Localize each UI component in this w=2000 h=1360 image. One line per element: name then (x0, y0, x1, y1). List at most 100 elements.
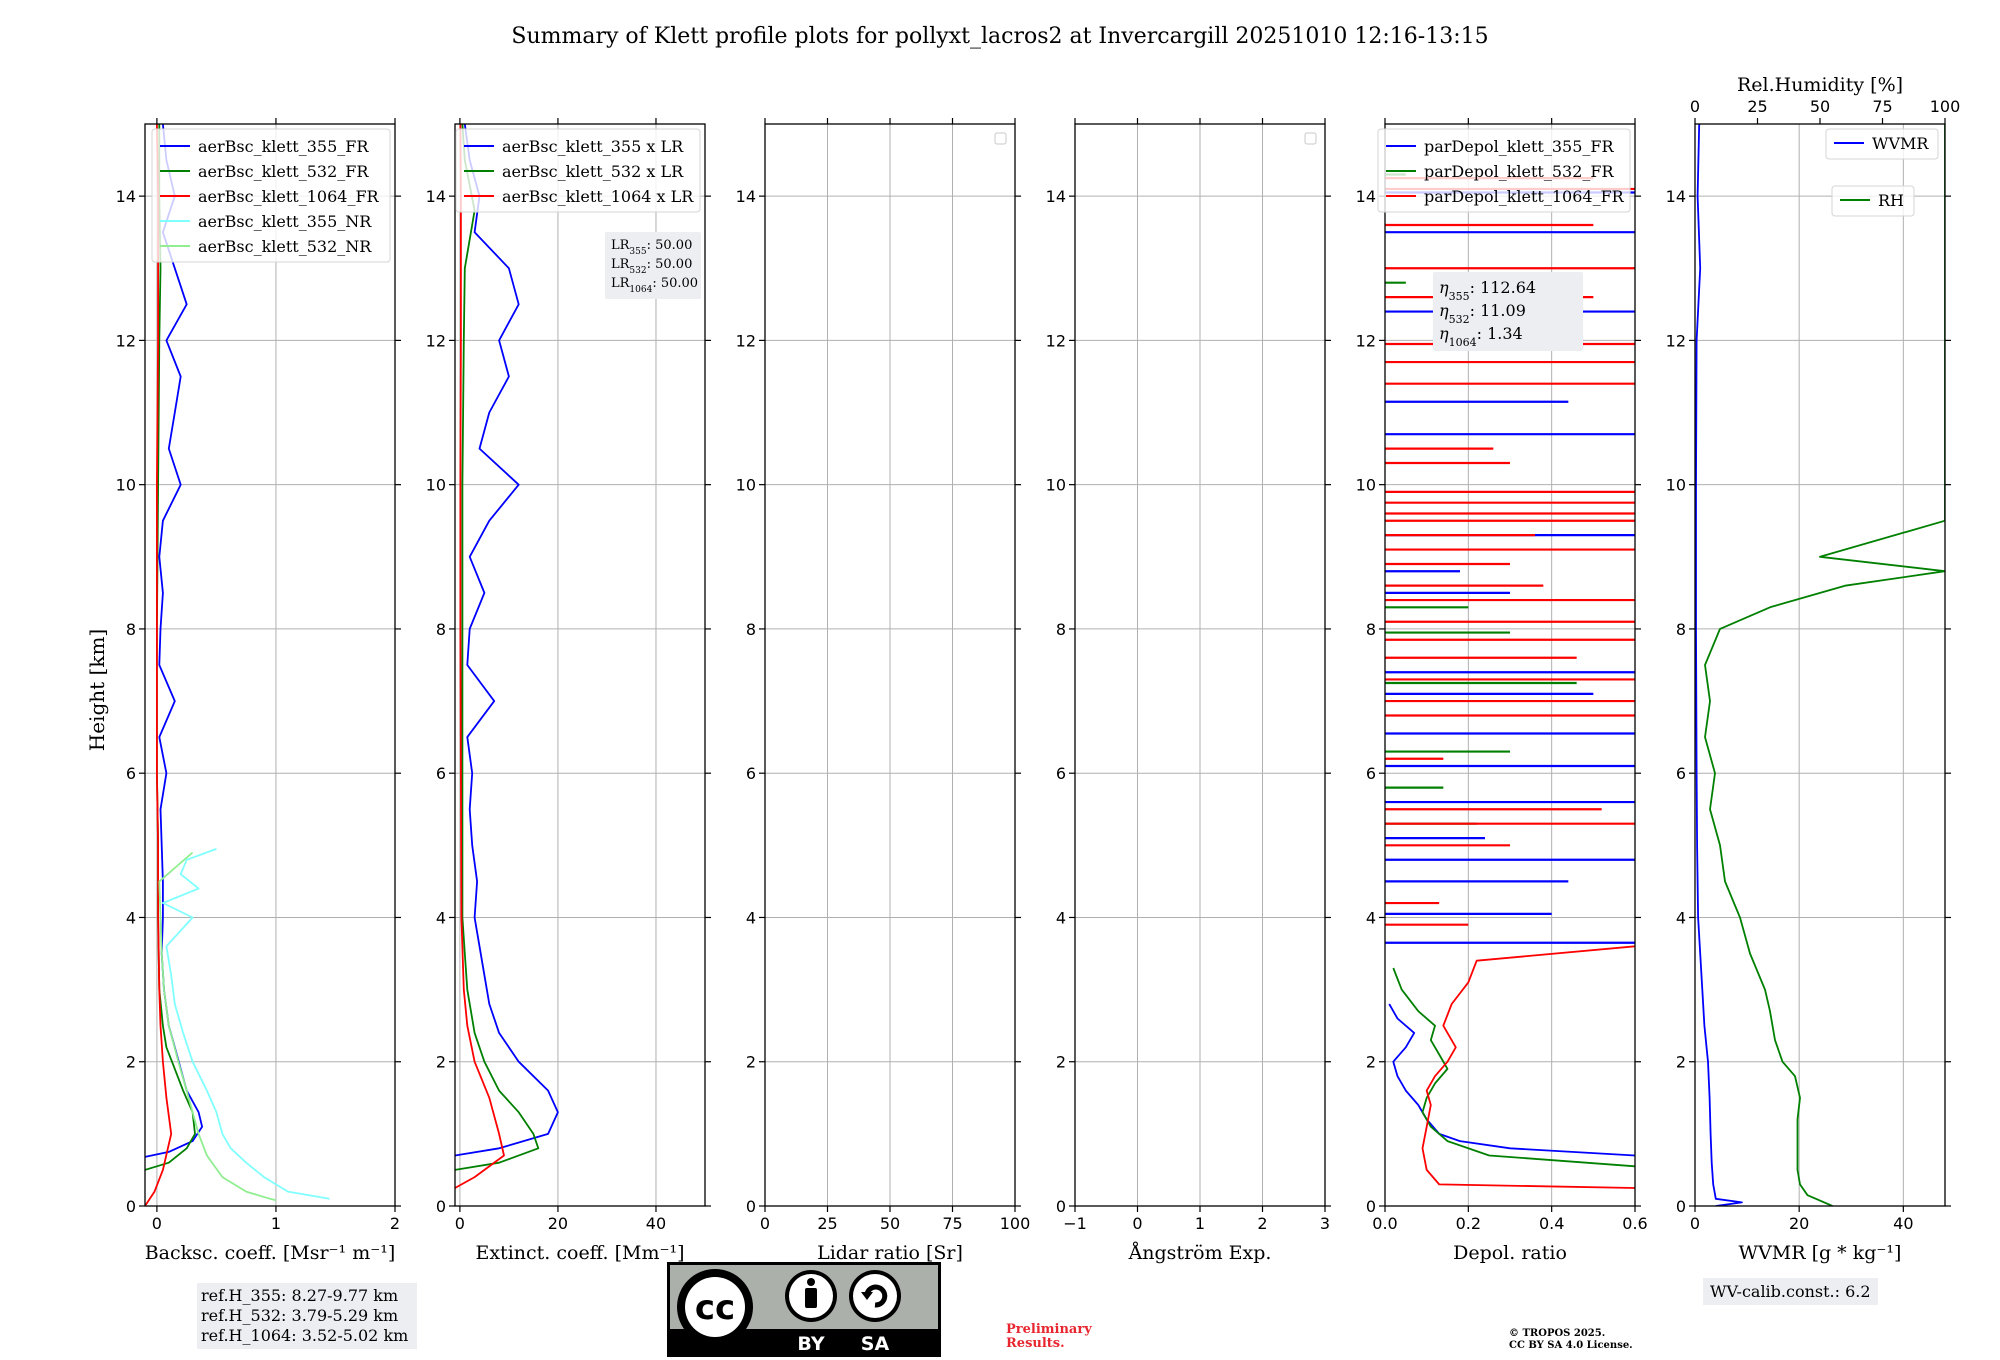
wv-calib-box: WV-calib.const.: 6.2 (1703, 1278, 1878, 1305)
ext-legend: aerBsc_klett_355 x LR aerBsc_klett_532 x … (455, 128, 701, 213)
ang-xtick-label-0: −1 (1063, 1214, 1087, 1233)
depol-ytick-label-14: 14 (1356, 187, 1376, 206)
depol-ytick-label-12: 12 (1356, 331, 1376, 350)
ext-axes-frame (454, 123, 706, 1207)
ang-ytick-label-14: 14 (1046, 187, 1066, 206)
wv-top-tick-label-4: 100 (1930, 97, 1961, 116)
wv-xtick-label-2: 40 (1893, 1214, 1913, 1233)
wv-xtick-label-1: 20 (1789, 1214, 1809, 1233)
depol-legend: parDepol_klett_355_FR parDepol_klett_532_… (1377, 128, 1631, 213)
depol-series-2 (1421, 945, 1635, 1189)
depol-xtick-label-0: 0.0 (1372, 1214, 1397, 1233)
depol-xtick-label-3: 0.6 (1622, 1214, 1647, 1233)
bsc-axes-frame (144, 123, 396, 1207)
ang-xtick-label-3: 2 (1257, 1214, 1267, 1233)
wv-legend-label-0: WVMR (1872, 134, 1929, 153)
ext-legend-label-2: aerBsc_klett_1064 x LR (502, 187, 694, 206)
reference-height-box: ref.H_355: 8.27-9.77 km ref.H_532: 3.79-… (197, 1283, 417, 1349)
panel-depol: 0 2 4 6 8 10 12 14 0.0 0.2 0.4 0.6 Depol. ratio parDe… (1356, 118, 1648, 1264)
depol-ytick-label-0: 0 (1366, 1197, 1376, 1216)
wv-xlabel: WVMR [g * kg⁻¹] (1739, 1242, 1902, 1264)
wv-top-tick-label-2: 50 (1810, 97, 1830, 116)
bsc-series-2 (145, 124, 173, 1206)
ext-xlabel: Extinct. coeff. [Mm⁻¹] (475, 1242, 684, 1264)
ext-xtick-label-0: 0 (455, 1214, 465, 1233)
bsc-legend-label-0: aerBsc_klett_355_FR (198, 137, 369, 156)
wv-series-1 (1704, 124, 1945, 1206)
wv-legend-label-1: RH (1878, 191, 1904, 210)
ang-empty-legend (1304, 132, 1317, 145)
bsc-legend: aerBsc_klett_355_FR aerBsc_klett_532_FRae… (151, 128, 391, 263)
bsc-series-4 (158, 851, 277, 1202)
lr-empty-legend (994, 132, 1007, 145)
bsc-xtick-label-0: 0 (152, 1214, 162, 1233)
ext-annotation-line-0: LR355: 50.00 (611, 238, 692, 257)
ext-series-group (455, 124, 559, 1189)
ref-height-355: ref.H_355: 8.27-9.77 km (201, 1286, 399, 1305)
wv-legend-box-0 (1825, 128, 1939, 160)
license-sa-label: SA (861, 1333, 890, 1355)
ext-xtick-label-2: 40 (646, 1214, 666, 1233)
lr-ytick-label-12: 12 (736, 331, 756, 350)
bsc-ytick-label-10: 10 (116, 476, 136, 495)
preliminary-note: Preliminary Results. (1006, 1323, 1092, 1351)
ext-ytick-label-4: 4 (436, 908, 446, 927)
ext-ytick-label-8: 8 (436, 620, 446, 639)
ext-ytick-label-14: 14 (426, 187, 446, 206)
wv-ytick-label-10: 10 (1666, 476, 1686, 495)
ext-legend-box (455, 128, 701, 213)
bsc-legend-box (151, 128, 391, 263)
wv-top-tick-label-3: 75 (1872, 97, 1892, 116)
depol-annotation-line-2: η1064: 1.34 (1439, 324, 1523, 349)
lr-ytick-label-2: 2 (746, 1053, 756, 1072)
wv-series-group (1695, 124, 1945, 1206)
bsc-ytick-label-12: 12 (116, 331, 136, 350)
cc-circle-inner (685, 1277, 745, 1337)
ext-ytick-label-6: 6 (436, 764, 446, 783)
cc-mark: cc (695, 1288, 735, 1328)
wv-axes-frame (1694, 123, 1946, 1207)
lr-ytick-label-8: 8 (746, 620, 756, 639)
depol-ytick-label-6: 6 (1366, 764, 1376, 783)
wv-top-axis-label: Rel.Humidity [%] (1737, 74, 1903, 96)
bsc-ytick-label-2: 2 (126, 1053, 136, 1072)
bsc-legend-label-3: aerBsc_klett_355_NR (198, 212, 372, 231)
bsc-ytick-label-4: 4 (126, 908, 136, 927)
ang-ytick-label-8: 8 (1056, 620, 1066, 639)
ext-ytick-label-0: 0 (436, 1197, 446, 1216)
wv-legend-0: WVMR (1825, 128, 1939, 160)
lr-xtick-label-4: 100 (1000, 1214, 1031, 1233)
bsc-series-group (145, 124, 330, 1206)
lr-xtick-label-2: 50 (880, 1214, 900, 1233)
ext-legend-label-0: aerBsc_klett_355 x LR (502, 137, 684, 156)
copyright-note: © TROPOS 2025. CC BY SA 4.0 License. (1509, 1328, 1633, 1352)
panel-lr: 0 2 4 6 8 10 12 14 0 25 50 75 100 Lidar ratio [Sr] (736, 118, 1031, 1264)
panel-ext: 0 2 4 6 8 10 12 14 0 20 40 Extinct. coeff. [Mm⁻¹] ae… (426, 118, 711, 1264)
figure-title: Summary of Klett profile plots for polly… (511, 24, 1488, 49)
ext-ytick-label-12: 12 (426, 331, 446, 350)
wv-calib-text: WV-calib.const.: 6.2 (1710, 1282, 1871, 1301)
license-by-label: BY (797, 1333, 824, 1355)
bsc-series-1 (145, 124, 196, 1171)
wv-legend-1: RH (1831, 185, 1915, 217)
lr-xlabel: Lidar ratio [Sr] (817, 1242, 963, 1264)
depol-ytick-label-10: 10 (1356, 476, 1376, 495)
wv-ytick-label-8: 8 (1676, 620, 1686, 639)
bsc-ytick-label-0: 0 (126, 1197, 136, 1216)
ext-ytick-label-10: 10 (426, 476, 446, 495)
ext-series-2 (455, 124, 505, 1189)
ref-height-1064: ref.H_1064: 3.52-5.02 km (201, 1326, 409, 1345)
bsc-series-3 (161, 848, 330, 1200)
bsc-series-0 (145, 124, 204, 1158)
depol-ytick-label-4: 4 (1366, 908, 1376, 927)
bsc-xtick-label-1: 1 (271, 1214, 281, 1233)
ext-annotation-box (605, 232, 701, 299)
cc-license-badge: cc BY SA (667, 1262, 941, 1357)
ang-ytick-label-4: 4 (1056, 908, 1066, 927)
ang-ytick-label-0: 0 (1056, 1197, 1066, 1216)
lr-xtick-label-1: 25 (817, 1214, 837, 1233)
ang-ytick-label-12: 12 (1046, 331, 1066, 350)
